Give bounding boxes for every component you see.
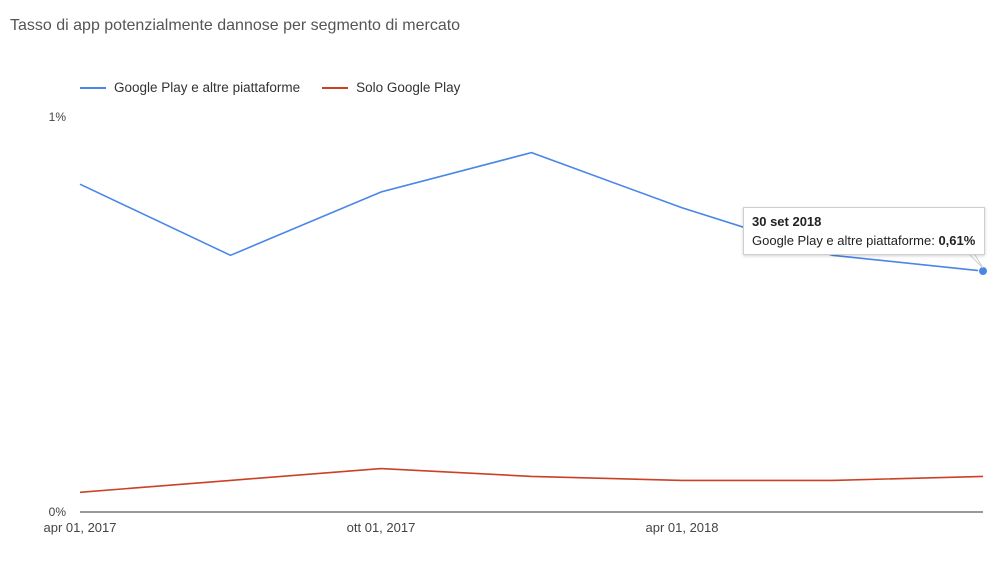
legend-label-series-2: Solo Google Play <box>356 80 461 95</box>
x-tick-label-2: apr 01, 2018 <box>645 520 718 535</box>
series-line-2 <box>79 467 984 494</box>
highlighted-point <box>978 266 988 277</box>
tooltip-line: Google Play e altre piattaforme: 0,61% <box>752 233 976 248</box>
x-tick-label-1: ott 01, 2017 <box>347 520 416 535</box>
tooltip-date: 30 set 2018 <box>752 214 822 229</box>
legend-item-series-2[interactable]: Solo Google Play <box>322 80 460 95</box>
series-line-1 <box>79 151 984 272</box>
tooltip: 30 set 2018 Google Play e altre piattafo… <box>743 207 985 255</box>
chart-title: Tasso di app potenzialmente dannose per … <box>10 17 461 34</box>
tooltip-value: 0,61% <box>938 233 976 248</box>
legend-swatch-series-2 <box>322 86 349 89</box>
y-tick-label-1: 0% <box>49 505 67 519</box>
legend: Google Play e altre piattaforme Solo Goo… <box>80 80 460 95</box>
legend-swatch-series-1 <box>80 86 106 89</box>
y-tick-label-0: 1% <box>49 110 67 124</box>
legend-label-series-1: Google Play e altre piattaforme <box>114 80 301 95</box>
x-tick-label-0: apr 01, 2017 <box>43 520 116 535</box>
tooltip-series-label: Google Play e altre piattaforme: <box>752 233 939 248</box>
tooltip-pointer <box>969 254 984 269</box>
legend-item-series-1[interactable]: Google Play e altre piattaforme <box>80 80 300 95</box>
